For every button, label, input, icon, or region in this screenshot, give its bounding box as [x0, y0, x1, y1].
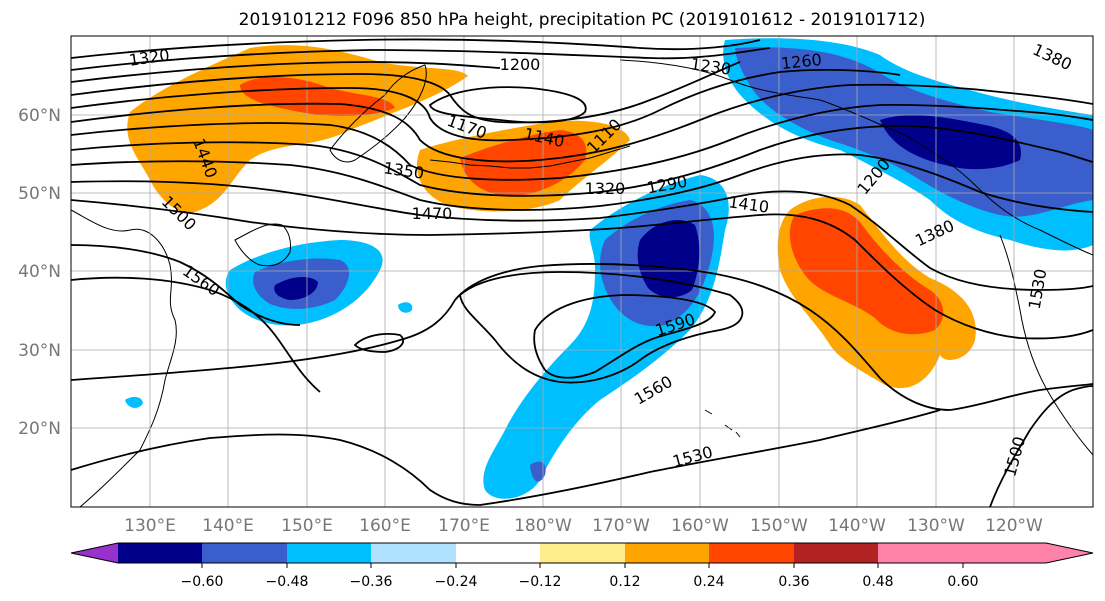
longitude-labels: 130°E 140°E 150°E 160°E 170°E 180°W 170°…	[124, 516, 1043, 536]
height-contours	[71, 38, 1093, 507]
north-america-coast	[999, 234, 1093, 456]
contour-label: 1320	[585, 179, 626, 198]
contour-line	[428, 86, 587, 124]
contour-line	[71, 244, 301, 326]
colorbar-tick-label: −0.12	[519, 574, 562, 590]
colorbar-segment	[709, 543, 794, 563]
contour-line	[533, 294, 717, 379]
negative-anomaly-tropical	[530, 461, 546, 482]
colorbar-segment	[625, 543, 709, 563]
colorbar-segment	[456, 543, 540, 563]
negative-anomaly-gulf-alaska-core	[880, 115, 1021, 170]
contour-line	[459, 271, 744, 384]
alaska-coast	[619, 59, 1093, 256]
contour-line	[71, 61, 741, 124]
lon-label: 150°E	[281, 516, 333, 536]
colorbar-segment	[540, 543, 625, 563]
lon-label: 160°E	[359, 516, 411, 536]
lat-label: 20°N	[18, 419, 61, 439]
negative-anomaly-small-1	[125, 396, 143, 408]
colorbar-segment	[371, 543, 456, 563]
latitude-labels: 60°N 50°N 40°N 30°N 20°N	[18, 106, 61, 439]
colorbar-extend-right	[963, 543, 1093, 563]
colorbar-tick-label: 0.36	[778, 574, 809, 590]
contour-line	[71, 83, 1093, 163]
contour-line	[71, 61, 501, 83]
colorbar: −0.60 −0.48 −0.36 −0.24 −0.12 0.12 0.24 …	[70, 542, 1094, 590]
lon-label: 120°W	[985, 516, 1043, 536]
contour-line	[71, 38, 761, 59]
positive-anomaly-japan	[127, 45, 469, 213]
figure-title: 2019101212 F096 850 hPa height, precipit…	[239, 10, 926, 30]
map-frame	[70, 35, 1094, 508]
colorbar-outline	[70, 542, 1094, 564]
colorbar-tick-label: 0.60	[947, 574, 978, 590]
contour-line	[71, 263, 1093, 411]
colorbar-tick-label: −0.48	[266, 574, 309, 590]
colorbar-ticks	[201, 563, 964, 568]
contour-line	[989, 385, 1093, 507]
colorbar-segment	[794, 543, 878, 563]
contour-line	[71, 68, 901, 142]
contour-label: 1470	[412, 204, 453, 223]
contour-line	[71, 180, 1093, 291]
contour-line	[71, 103, 1093, 181]
colorbar-tick-label: −0.60	[181, 574, 224, 590]
contour-label: 1200	[500, 55, 541, 74]
colorbar-segment	[202, 543, 287, 563]
contour-line	[353, 332, 405, 353]
lat-label: 30°N	[18, 341, 61, 361]
contour-line	[71, 409, 941, 506]
lon-label: 170°E	[438, 516, 490, 536]
colorbar-tick-labels: −0.60 −0.48 −0.36 −0.24 −0.12 0.12 0.24 …	[181, 574, 979, 590]
lon-label: 180°W	[514, 516, 572, 536]
negative-anomaly-small-2	[398, 302, 413, 313]
colorbar-segment	[118, 543, 202, 563]
lat-label: 50°N	[18, 184, 61, 204]
contour-line	[71, 125, 1093, 197]
lon-label: 160°W	[671, 516, 729, 536]
colorbar-tick-label: −0.24	[435, 574, 478, 590]
hawaii-islands	[704, 409, 741, 438]
colorbar-segment	[287, 543, 371, 563]
lon-label: 130°E	[124, 516, 176, 536]
colorbar-segment	[878, 543, 963, 563]
colorbar-tick-label: 0.12	[609, 574, 640, 590]
contour-label: 1260	[780, 50, 822, 73]
lon-label: 150°W	[750, 516, 808, 536]
kamchatka-coast	[329, 64, 427, 163]
lon-label: 140°W	[828, 516, 886, 536]
colorbar-tick-label: −0.36	[350, 574, 393, 590]
aleutian-chain	[429, 145, 631, 169]
contour-line	[71, 153, 1093, 213]
colorbar-extend-left	[71, 543, 118, 563]
lat-label: 40°N	[18, 262, 61, 282]
lon-label: 130°W	[907, 516, 965, 536]
lat-label: 60°N	[18, 106, 61, 126]
contour-line	[71, 199, 1093, 340]
lon-label: 140°E	[202, 516, 254, 536]
lon-label: 170°W	[592, 516, 650, 536]
colorbar-tick-label: 0.48	[862, 574, 893, 590]
contour-line	[71, 47, 771, 71]
colorbar-tick-label: 0.24	[693, 574, 724, 590]
